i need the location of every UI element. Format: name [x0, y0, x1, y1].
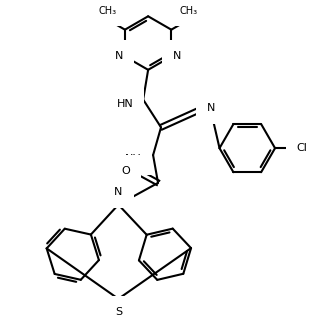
Text: N: N — [173, 51, 181, 62]
Text: CH₃: CH₃ — [99, 6, 117, 16]
Text: S: S — [115, 307, 122, 317]
Text: N: N — [207, 103, 215, 113]
Text: N: N — [114, 187, 123, 197]
Text: NH: NH — [125, 154, 141, 164]
Text: CH₃: CH₃ — [180, 6, 198, 16]
Text: Cl: Cl — [297, 143, 308, 153]
Text: O: O — [122, 166, 130, 176]
Text: HN: HN — [116, 99, 133, 109]
Text: N: N — [115, 51, 123, 62]
